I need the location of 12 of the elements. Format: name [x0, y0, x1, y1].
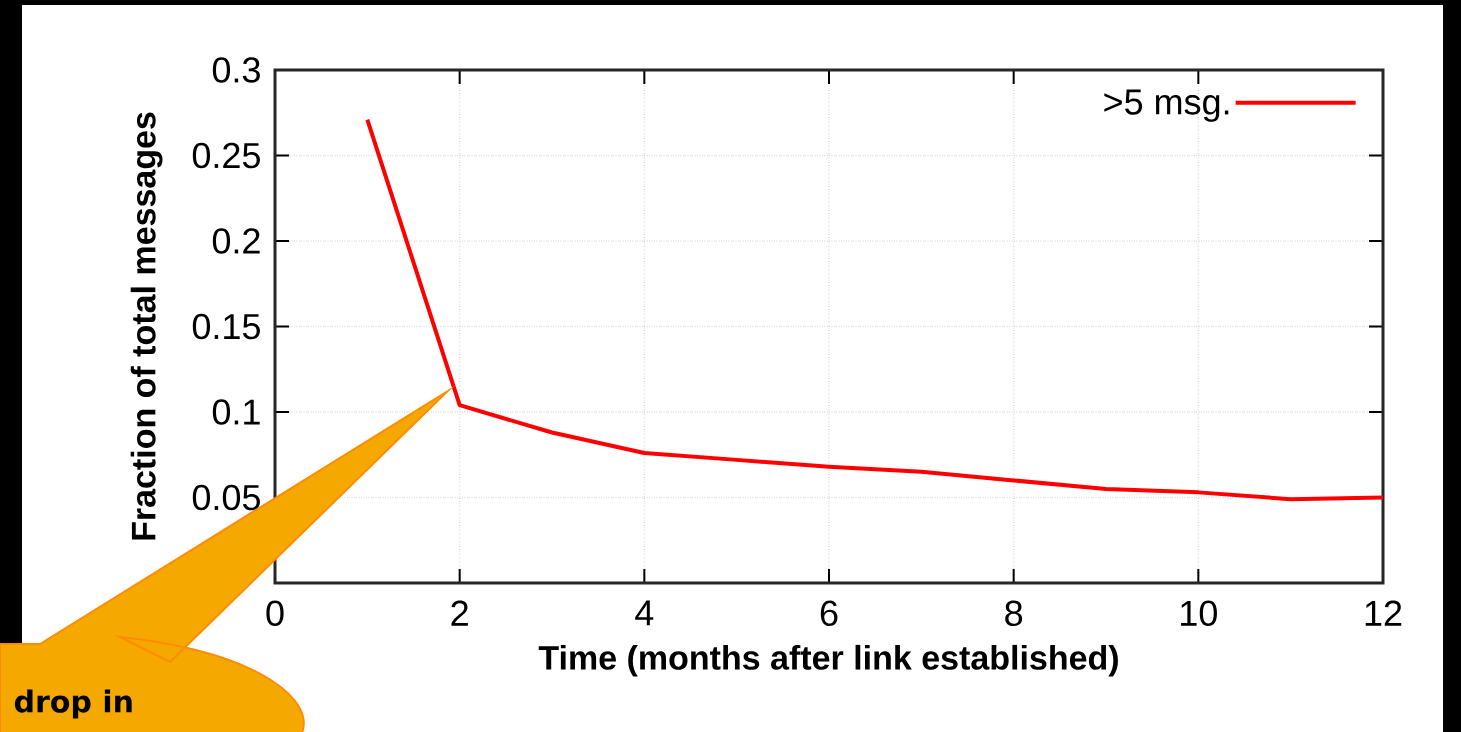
x-tick-label: 2	[451, 600, 468, 626]
legend-label: >5 msg.	[1104, 89, 1229, 122]
x-tick-label: 12	[1365, 600, 1402, 626]
x-tick-label: 6	[820, 600, 838, 627]
x-tick-label: 10	[1181, 600, 1217, 627]
y-tick-label: 0.3	[212, 57, 260, 83]
y-tick-label: 0.2	[212, 228, 260, 254]
x-tick-label: 8	[1005, 600, 1023, 627]
y-tick-label: 0.15	[192, 313, 260, 340]
y-tick-label: 0.25	[192, 142, 260, 169]
x-axis-title: Time (months after link established)	[538, 644, 1118, 677]
x-tick-label: 4	[635, 600, 654, 626]
